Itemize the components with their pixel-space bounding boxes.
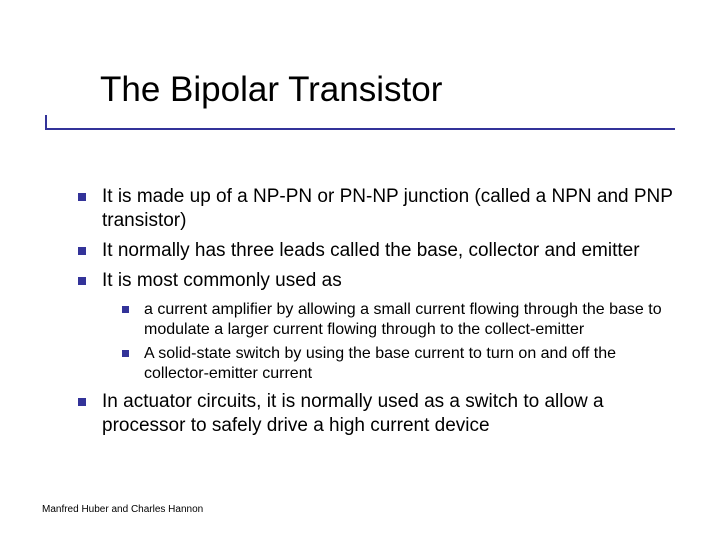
bullet-text: a current amplifier by allowing a small … xyxy=(144,301,662,338)
title-underline xyxy=(45,128,675,130)
bullet-text: It is most commonly used as xyxy=(102,270,342,291)
list-item: It is made up of a NP-PN or PN-NP juncti… xyxy=(78,185,678,233)
slide: The Bipolar Transistor It is made up of … xyxy=(0,0,720,540)
bullet-text: A solid-state switch by using the base c… xyxy=(144,345,616,382)
title-underline-tick xyxy=(45,115,47,128)
slide-body: It is made up of a NP-PN or PN-NP juncti… xyxy=(78,185,678,444)
slide-title: The Bipolar Transistor xyxy=(100,70,720,110)
footer-text: Manfred Huber and Charles Hannon xyxy=(42,504,203,515)
list-item: It is most commonly used as a current am… xyxy=(78,269,678,383)
list-item: A solid-state switch by using the base c… xyxy=(122,344,678,384)
bullet-text: It is made up of a NP-PN or PN-NP juncti… xyxy=(102,186,673,231)
bullet-text: In actuator circuits, it is normally use… xyxy=(102,391,604,436)
list-item: a current amplifier by allowing a small … xyxy=(122,300,678,340)
list-item: In actuator circuits, it is normally use… xyxy=(78,390,678,438)
bullet-list: It is made up of a NP-PN or PN-NP juncti… xyxy=(78,185,678,438)
list-item: It normally has three leads called the b… xyxy=(78,239,678,263)
title-wrap: The Bipolar Transistor xyxy=(0,0,720,110)
sub-bullet-list: a current amplifier by allowing a small … xyxy=(122,300,678,384)
bullet-text: It normally has three leads called the b… xyxy=(102,240,640,261)
